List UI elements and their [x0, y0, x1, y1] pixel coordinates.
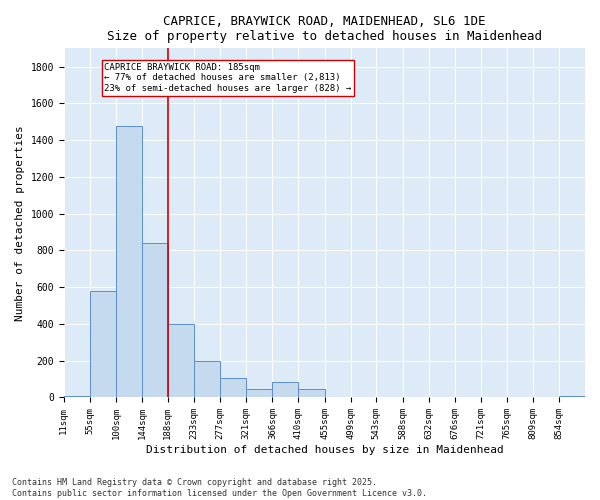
- Bar: [246, 389, 272, 398]
- X-axis label: Distribution of detached houses by size in Maidenhead: Distribution of detached houses by size …: [146, 445, 503, 455]
- Text: Contains HM Land Registry data © Crown copyright and database right 2025.
Contai: Contains HM Land Registry data © Crown c…: [12, 478, 427, 498]
- Bar: [559, 396, 585, 398]
- Bar: [89, 291, 116, 398]
- Bar: [116, 126, 142, 398]
- Bar: [298, 389, 325, 398]
- Bar: [64, 396, 89, 398]
- Bar: [194, 360, 220, 398]
- Bar: [142, 243, 168, 398]
- Bar: [220, 378, 246, 398]
- Text: CAPRICE BRAYWICK ROAD: 185sqm
← 77% of detached houses are smaller (2,813)
23% o: CAPRICE BRAYWICK ROAD: 185sqm ← 77% of d…: [104, 63, 352, 93]
- Bar: [272, 382, 298, 398]
- Y-axis label: Number of detached properties: Number of detached properties: [15, 125, 25, 321]
- Bar: [168, 324, 194, 398]
- Title: CAPRICE, BRAYWICK ROAD, MAIDENHEAD, SL6 1DE
Size of property relative to detache: CAPRICE, BRAYWICK ROAD, MAIDENHEAD, SL6 …: [107, 15, 542, 43]
